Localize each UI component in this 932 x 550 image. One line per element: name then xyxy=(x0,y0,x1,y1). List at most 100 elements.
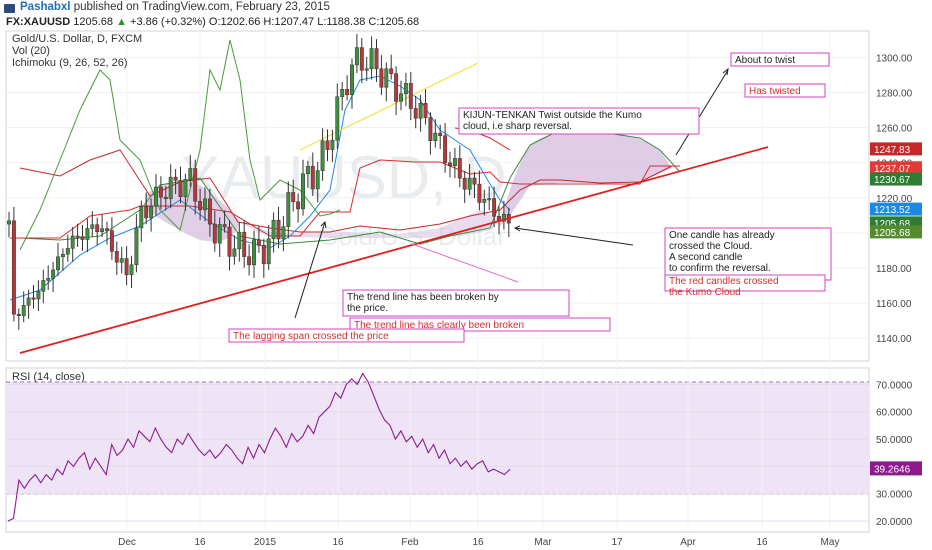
rsi-tick-label: 30.0000 xyxy=(876,490,913,501)
candle-body xyxy=(379,68,384,88)
author-name[interactable]: Pashabxl xyxy=(20,1,71,13)
box-has-twisted xyxy=(744,83,826,98)
high-label: H: xyxy=(263,16,275,28)
candle-body xyxy=(124,258,129,276)
candle-body xyxy=(26,297,31,306)
note-red-candles: The red candles crossed the Kumo Cloud xyxy=(669,276,779,298)
annotations: About to twist Has twisted KIJUN-TENKAN … xyxy=(228,52,832,343)
candle-body xyxy=(335,96,340,141)
legend-ichimoku[interactable]: Ichimoku (9, 26, 52, 26) xyxy=(12,57,128,69)
high-value: 1207.47 xyxy=(274,16,315,28)
candle-body xyxy=(281,226,286,240)
candle-body xyxy=(276,219,281,240)
candle-body xyxy=(261,244,266,265)
time-tick-label: 16 xyxy=(332,537,344,548)
note-trend-clearly: The trend line has clearly been broken xyxy=(354,320,524,331)
candle-body xyxy=(301,173,305,210)
price-badge xyxy=(870,202,922,216)
time-tick-label: 16 xyxy=(194,537,206,548)
candle-body xyxy=(80,236,85,240)
candle-body xyxy=(95,224,100,233)
legend-rsi[interactable]: RSI (14, close) xyxy=(12,371,85,383)
note-one-candle: One candle has already crossed the Cloud.… xyxy=(669,230,775,274)
candle-body xyxy=(477,183,482,203)
candle-body xyxy=(487,198,492,201)
candle-body xyxy=(109,230,114,252)
box-trend-broken xyxy=(342,289,570,317)
candle-body xyxy=(65,248,70,255)
candle-body xyxy=(394,73,399,102)
open-label: O: xyxy=(208,16,221,28)
candle-body xyxy=(227,226,232,257)
magenta-guide-line xyxy=(411,243,519,283)
candle-body xyxy=(325,140,330,150)
candle-body xyxy=(438,132,443,136)
trend-line[interactable] xyxy=(19,146,769,354)
note-kijun-twist: KIJUN-TENKAN Twist outside the Kumo cloud… xyxy=(463,110,642,132)
price-tick-label: 1280.00 xyxy=(876,88,913,99)
candle-body xyxy=(75,235,80,238)
annotation-arrows xyxy=(294,67,729,319)
watermark-symbol: XAUUSD, D xyxy=(180,144,507,211)
legend: Gold/U.S. Dollar, D, FXCM Vol (20) Ichim… xyxy=(12,33,142,383)
price-badge-label: 1237.07 xyxy=(874,164,911,175)
price-badge-label: 1213.52 xyxy=(874,205,911,216)
price-tick-label: 1160.00 xyxy=(876,299,912,310)
price-badge xyxy=(870,142,922,156)
candle-body xyxy=(310,166,315,190)
candle-body xyxy=(85,228,90,240)
candle-body xyxy=(271,219,276,240)
candle-body xyxy=(41,280,46,292)
candle-body xyxy=(129,264,134,276)
candle-body xyxy=(413,108,418,119)
candle-body xyxy=(369,48,374,70)
candle-body xyxy=(90,224,95,229)
legend-volume[interactable]: Vol (20) xyxy=(12,45,50,57)
time-axis[interactable]: Dec 16 2015 16 Feb 16 Mar 17 Apr 16 May xyxy=(118,537,839,548)
box-lagging-span xyxy=(228,328,465,343)
up-arrow-icon: ▲ xyxy=(116,16,127,28)
candle-body xyxy=(467,177,472,190)
candle-body xyxy=(296,201,301,210)
candle-body xyxy=(36,290,41,300)
author-avatar-icon xyxy=(4,4,15,13)
arrow-one-candle xyxy=(514,227,634,246)
price-tick-label: 1180.00 xyxy=(876,264,912,275)
candle-body xyxy=(16,313,21,316)
candle-body xyxy=(443,135,448,164)
candle-body xyxy=(291,192,296,203)
candle-body xyxy=(212,223,217,244)
rsi-band xyxy=(6,382,869,494)
candle-body xyxy=(163,196,168,199)
candle-body xyxy=(399,93,403,102)
candle-body xyxy=(70,235,75,249)
note-about-to-twist: About to twist xyxy=(735,55,795,66)
price-tick-label: 1140.00 xyxy=(876,334,912,345)
candle-body xyxy=(222,224,227,228)
price-axis[interactable]: 1140.001160.001180.001200.001220.001240.… xyxy=(876,53,913,345)
candle-body xyxy=(237,231,242,250)
price-badge-label: 1205.68 xyxy=(874,228,911,239)
x-axis-strip xyxy=(6,533,869,550)
rsi-line xyxy=(7,372,511,522)
kijun-sen-line xyxy=(10,159,680,239)
note-has-twisted: Has twisted xyxy=(749,86,801,97)
time-tick-label: Apr xyxy=(680,537,696,548)
time-tick-label: 2015 xyxy=(254,537,277,548)
candle-body xyxy=(364,68,369,71)
candle-body xyxy=(286,192,291,227)
price-change: +3.86 (+0.32%) xyxy=(130,16,206,28)
rsi-axis[interactable]: 20.000030.000040.000050.000060.000070.00… xyxy=(876,380,913,528)
candle-body xyxy=(247,256,252,266)
low-label: L: xyxy=(317,16,327,28)
quote-line: FX:XAUUSD 1205.68 ▲ +3.86 (+0.32%) O:120… xyxy=(6,16,419,28)
price-badge xyxy=(870,172,922,186)
time-tick-label: 17 xyxy=(611,537,623,548)
legend-symbol[interactable]: Gold/U.S. Dollar, D, FXCM xyxy=(12,33,142,45)
candle-body xyxy=(56,256,60,271)
last-price: 1205.68 xyxy=(73,16,113,28)
candle-body xyxy=(7,220,11,225)
price-tick-label: 1260.00 xyxy=(876,124,913,135)
close-label: C: xyxy=(368,16,380,28)
